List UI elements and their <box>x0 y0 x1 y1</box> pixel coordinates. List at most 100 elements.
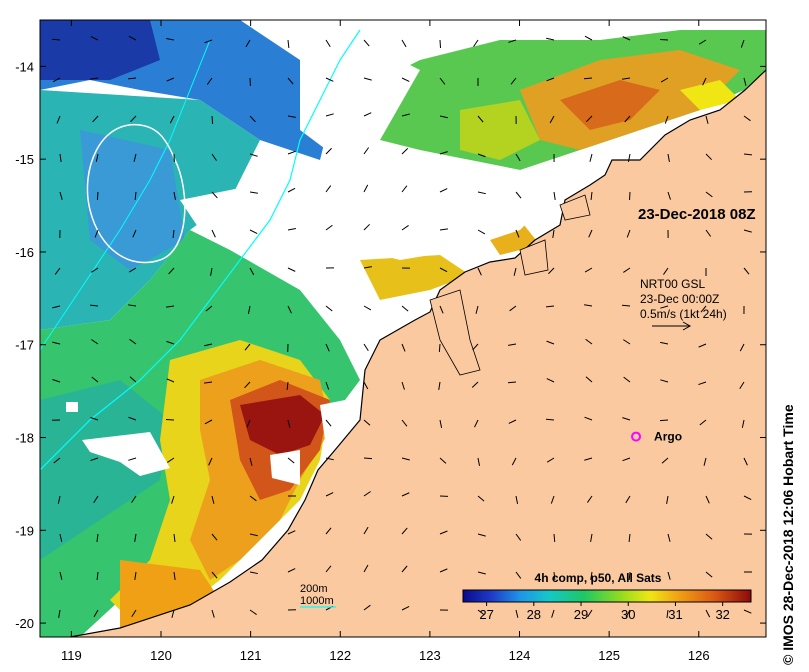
current-vector <box>546 457 555 463</box>
current-vector <box>401 77 410 82</box>
current-vector <box>59 191 63 200</box>
current-vector <box>401 343 406 352</box>
latitude-tick-label: -18 <box>15 431 34 446</box>
current-vector <box>325 457 334 461</box>
current-vector <box>439 77 446 85</box>
current-vector <box>287 39 290 49</box>
current-vector <box>134 191 137 201</box>
current-vector <box>475 305 479 314</box>
current-vector <box>401 565 408 573</box>
current-vector <box>249 457 253 466</box>
current-vector <box>131 609 137 618</box>
colorbar-tick-label: 29 <box>574 607 588 622</box>
current-vector <box>589 153 593 162</box>
current-vector <box>439 530 448 535</box>
current-vector <box>89 304 99 307</box>
current-vector <box>94 229 99 238</box>
current-vector <box>211 229 216 238</box>
current-vector <box>325 419 332 427</box>
current-vector <box>477 191 486 195</box>
current-vector <box>325 77 334 82</box>
current-vector <box>363 266 372 269</box>
current-vector <box>54 267 61 275</box>
current-vector <box>546 77 555 82</box>
current-vector <box>546 37 555 41</box>
current-vector <box>325 185 332 193</box>
current-vector <box>57 495 61 504</box>
current-vector <box>590 191 593 201</box>
current-vector <box>325 147 332 155</box>
current-vector <box>211 115 214 125</box>
current-vector <box>513 267 517 276</box>
current-vector <box>583 77 593 80</box>
current-vector <box>287 228 296 231</box>
current-vector <box>363 39 370 47</box>
current-vector <box>90 457 99 462</box>
current-vector <box>545 418 555 421</box>
longitude-tick-label: 121 <box>240 648 262 663</box>
current-vector <box>211 609 215 618</box>
current-vector <box>363 381 369 390</box>
current-vector <box>623 339 631 345</box>
current-vector <box>287 150 296 155</box>
current-vector <box>623 267 631 273</box>
current-vector <box>667 153 670 162</box>
colorbar <box>462 589 752 603</box>
current-vector <box>743 495 752 500</box>
isobath-200m <box>40 29 361 471</box>
current-vector <box>477 495 485 502</box>
current-vector <box>51 38 61 41</box>
current-vector <box>667 533 671 542</box>
current-vector <box>92 115 99 123</box>
current-vector <box>287 115 296 118</box>
current-vector <box>439 115 448 119</box>
current-vector <box>438 343 441 353</box>
current-vector <box>91 339 99 345</box>
current-vector <box>59 533 63 542</box>
current-vector <box>660 341 669 345</box>
current-vector <box>743 609 752 614</box>
argo-label: Argo <box>654 430 682 444</box>
current-vector <box>621 304 631 307</box>
current-vector <box>204 343 213 347</box>
longitude-tick-label: 119 <box>61 648 82 663</box>
current-vector <box>59 571 63 580</box>
current-vector <box>173 571 176 580</box>
current-vector <box>171 609 175 618</box>
current-vector <box>439 568 448 573</box>
current-vector <box>666 609 669 618</box>
longitude-tick-label: 124 <box>509 648 531 663</box>
current-vector <box>401 305 409 312</box>
current-vector <box>52 77 61 83</box>
current-product-label: NRT00 GSL <box>640 277 705 291</box>
current-vector <box>287 568 296 573</box>
current-vector <box>743 457 748 466</box>
current-vector <box>661 457 669 464</box>
current-vector <box>702 77 707 86</box>
current-vector <box>586 115 593 123</box>
current-vector <box>623 376 631 383</box>
current-vector <box>743 153 753 156</box>
current-vector <box>515 571 522 579</box>
current-vector <box>129 376 137 383</box>
current-vector <box>477 533 486 537</box>
argo-float-marker <box>631 431 642 442</box>
current-vector <box>363 77 372 81</box>
current-vector <box>133 153 137 162</box>
current-vector <box>622 77 631 80</box>
current-vector <box>590 533 593 542</box>
current-vector <box>211 191 218 199</box>
colorbar-tick-label: 31 <box>668 607 682 622</box>
current-vector <box>508 343 517 346</box>
current-vector <box>439 267 448 273</box>
current-vector <box>698 381 707 386</box>
current-vector <box>96 533 99 542</box>
current-vector <box>325 113 334 117</box>
current-vector <box>477 609 485 616</box>
current-vector <box>660 305 669 309</box>
current-vector <box>286 381 289 391</box>
current-vector <box>477 229 486 235</box>
current-vector <box>53 457 61 464</box>
current-vector <box>740 39 745 48</box>
current-vector <box>622 36 631 41</box>
